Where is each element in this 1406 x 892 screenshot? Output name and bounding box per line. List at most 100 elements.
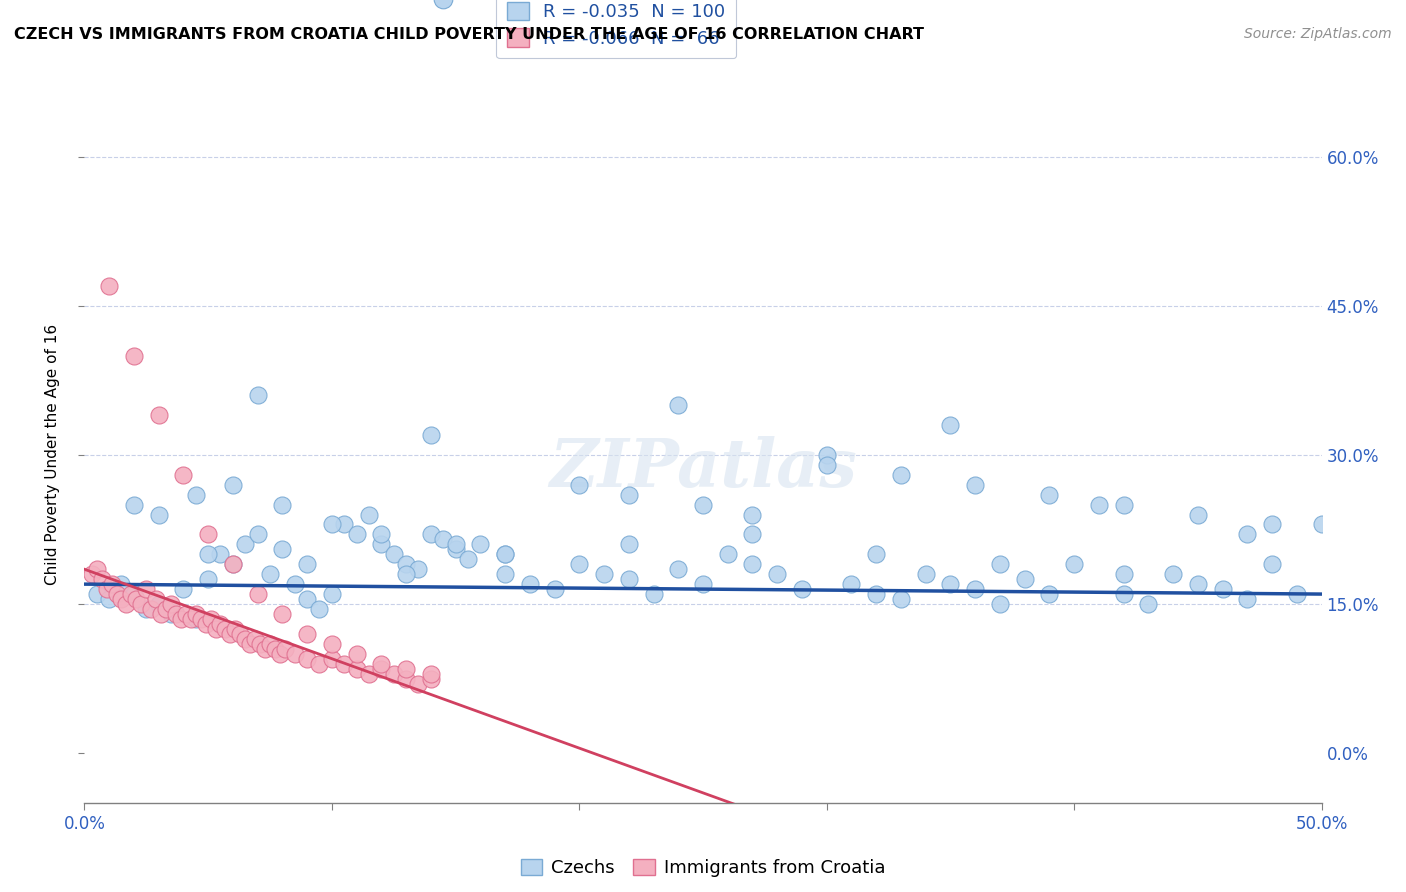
Point [939,577,962,591]
Point [209,616,232,631]
Point [122,587,145,601]
Point [666,398,689,412]
Y-axis label: Child Poverty Under the Age of 16: Child Poverty Under the Age of 16 [45,325,60,585]
Point [432,533,454,547]
Point [1014,572,1036,586]
Point [617,537,640,551]
Point [148,408,170,422]
Point [1161,567,1184,582]
Legend: Czechs, Immigrants from Croatia: Czechs, Immigrants from Croatia [513,852,893,884]
Point [295,592,318,607]
Point [357,666,380,681]
Point [271,607,294,621]
Point [1187,508,1209,522]
Point [1112,567,1135,582]
Point [815,448,838,462]
Point [617,488,640,502]
Point [370,657,392,671]
Point [617,572,640,586]
Text: Source: ZipAtlas.com: Source: ZipAtlas.com [1244,27,1392,41]
Point [160,597,183,611]
Point [643,587,665,601]
Point [1038,587,1060,601]
Point [1112,498,1135,512]
Point [382,666,405,681]
Point [229,627,252,641]
Point [246,527,269,541]
Point [357,508,380,522]
Point [865,547,887,561]
Point [1261,517,1284,532]
Point [233,537,256,551]
Point [494,547,516,561]
Point [174,607,197,621]
Point [222,558,245,572]
Point [1137,597,1160,611]
Point [988,597,1011,611]
Point [408,676,430,690]
Point [457,552,479,566]
Point [543,582,565,596]
Point [98,592,121,607]
Point [165,607,187,621]
Point [274,641,297,656]
Point [470,537,492,551]
Point [841,577,863,591]
Point [96,582,118,596]
Point [80,734,103,748]
Point [90,572,112,586]
Point [815,458,838,472]
Point [160,607,183,621]
Point [865,587,887,601]
Point [321,587,343,601]
Point [333,517,356,532]
Point [246,388,269,402]
Point [370,537,392,551]
Point [170,612,193,626]
Point [295,627,318,641]
Point [444,542,467,557]
Point [333,657,356,671]
Point [395,672,418,686]
Point [1112,587,1135,601]
Point [200,612,222,626]
Point [308,602,330,616]
Point [1038,488,1060,502]
Point [593,567,616,582]
Point [890,592,912,607]
Point [395,567,418,582]
Point [172,467,194,482]
Point [155,602,177,616]
Point [80,567,103,582]
Point [105,587,128,601]
Point [419,672,441,686]
Point [717,547,740,561]
Point [308,657,330,671]
Point [1261,558,1284,572]
Point [172,582,194,596]
Point [692,498,714,512]
Point [180,612,202,626]
Point [321,651,343,665]
Text: CZECH VS IMMIGRANTS FROM CROATIA CHILD POVERTY UNDER THE AGE OF 16 CORRELATION C: CZECH VS IMMIGRANTS FROM CROATIA CHILD P… [14,27,924,42]
Point [741,558,763,572]
Point [370,662,392,676]
Point [692,577,714,591]
Point [284,577,307,591]
Text: ZIPatlas: ZIPatlas [550,436,856,501]
Point [148,508,170,522]
Point [568,558,591,572]
Point [125,592,148,607]
Point [122,349,145,363]
Point [568,477,591,491]
Point [184,488,207,502]
Point [219,627,242,641]
Point [321,637,343,651]
Point [190,612,212,626]
Point [408,562,430,576]
Point [222,558,245,572]
Point [120,587,142,601]
Point [222,477,245,491]
Point [214,622,236,636]
Point [346,662,368,676]
